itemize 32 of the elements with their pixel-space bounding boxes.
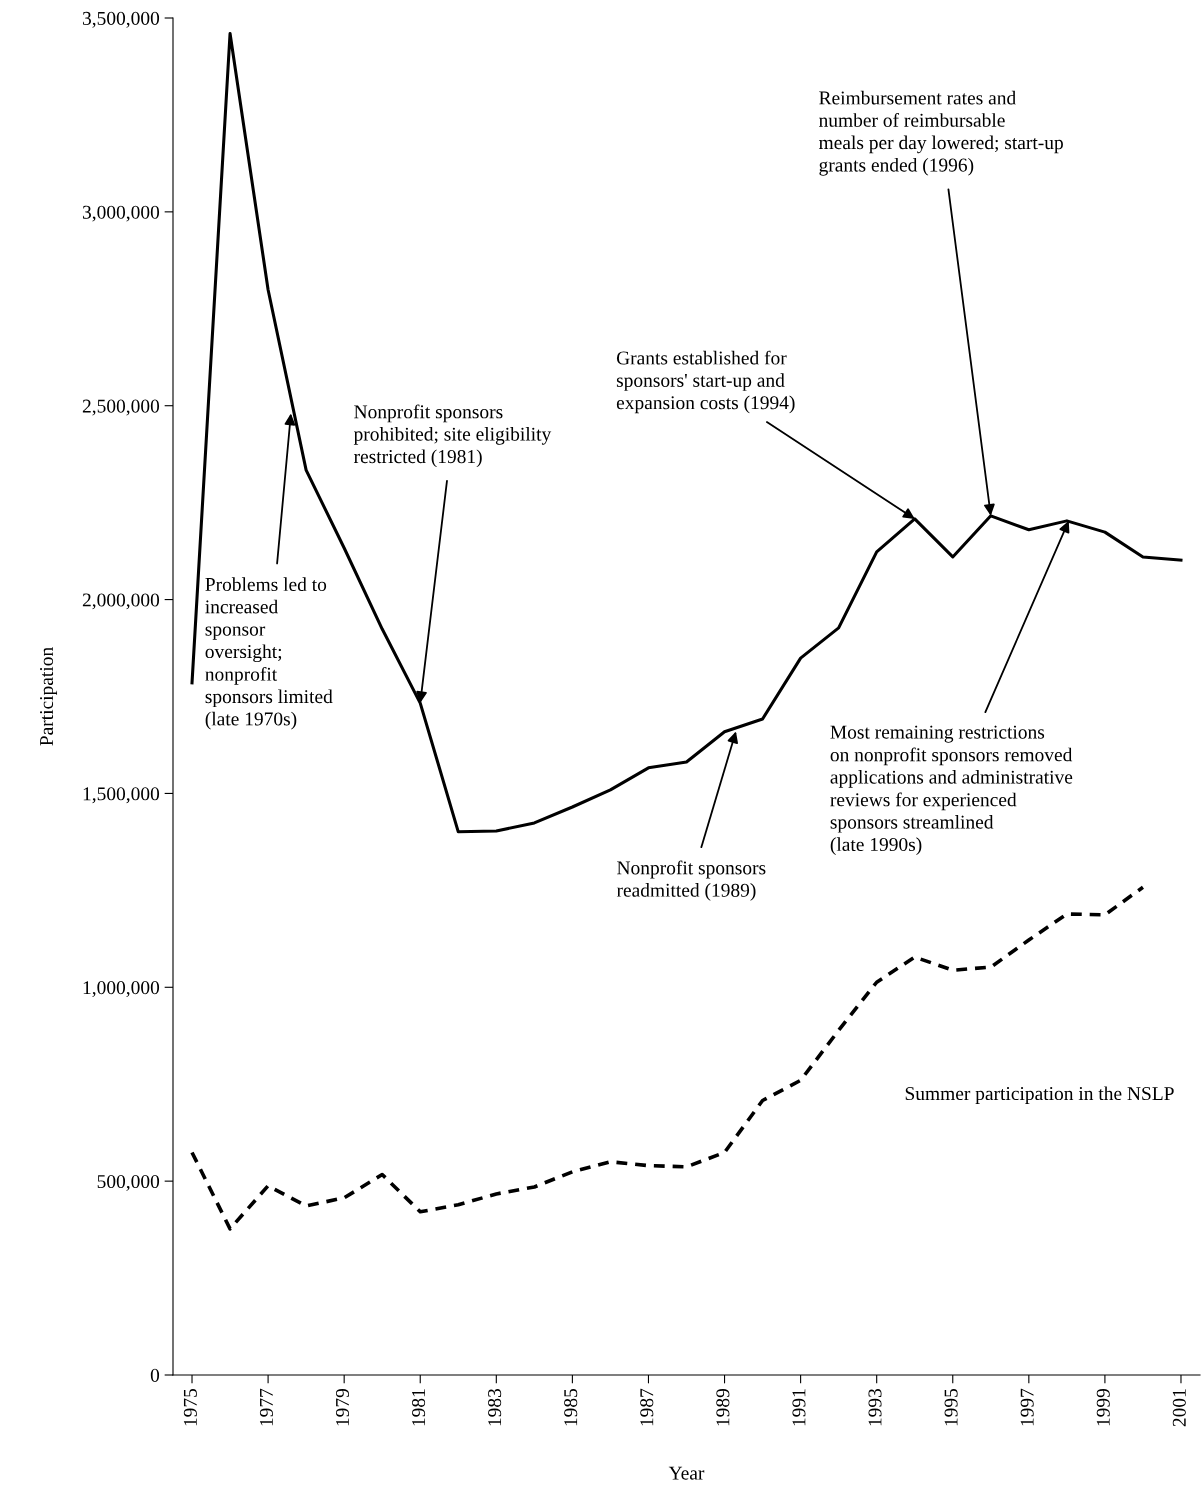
y-tick-label: 0: [150, 1368, 160, 1382]
x-tick-label: 1997: [1020, 1388, 1034, 1426]
x-axis-title: Year: [668, 1466, 705, 1480]
x-tick-label: 1999: [1096, 1388, 1110, 1426]
text: Summer participation in the NSLP: [905, 1086, 1174, 1105]
x-tick-label: 1989: [716, 1388, 730, 1426]
x-tick-label: 1981: [411, 1389, 426, 1426]
x-tick-label: 1995: [944, 1388, 958, 1426]
x-tick-label: 1979: [335, 1388, 350, 1426]
annotation: Nonprofit sponsors readmitted (1989): [616, 860, 766, 901]
annotation: Nonprofit sponsors prohibited; site eligibility restricted (1981): [353, 404, 552, 468]
x-tick-label: 1991: [792, 1389, 806, 1426]
y-tick-label: 2,500,000: [82, 399, 160, 416]
y-tick-label: 1,000,000: [83, 981, 160, 998]
annotation: Most remaining restrictions on nonprofit sponsors removed applications and administrative reviews for experienced sponsors streamlined (late 1990s): [830, 725, 1073, 855]
y-axis-title: Participation: [40, 647, 58, 746]
x-tick-label: 1975: [183, 1388, 197, 1426]
x-tick-label: 1993: [868, 1388, 882, 1426]
annotation: Reimbursement rates and number of reimbursable meals per day lowered; start-up grants ended (1996): [818, 90, 1063, 176]
y-tick-label: 1,500,000: [83, 787, 160, 804]
annotation: Grants established for sponsors' start-up and expansion costs (1994): [616, 350, 795, 414]
y-tick-label: 500,000: [97, 1174, 160, 1191]
x-tick-label: 1985: [564, 1388, 578, 1426]
y-tick-label: 3,500,000: [82, 11, 160, 28]
annotation: Problems led to increased sponsor oversight; nonprofit sponsors limited (late 1970s): [205, 577, 333, 730]
x-tick-label: 2001: [1172, 1389, 1186, 1427]
x-tick-label: 1987: [640, 1388, 654, 1426]
y-tick-label: 3,000,000: [82, 205, 160, 222]
x-tick-label: 1983: [488, 1388, 502, 1426]
x-tick-label: 1977: [259, 1388, 273, 1426]
line-series: [190, 31, 1183, 834]
y-tick-label: 2,000,000: [82, 593, 160, 610]
